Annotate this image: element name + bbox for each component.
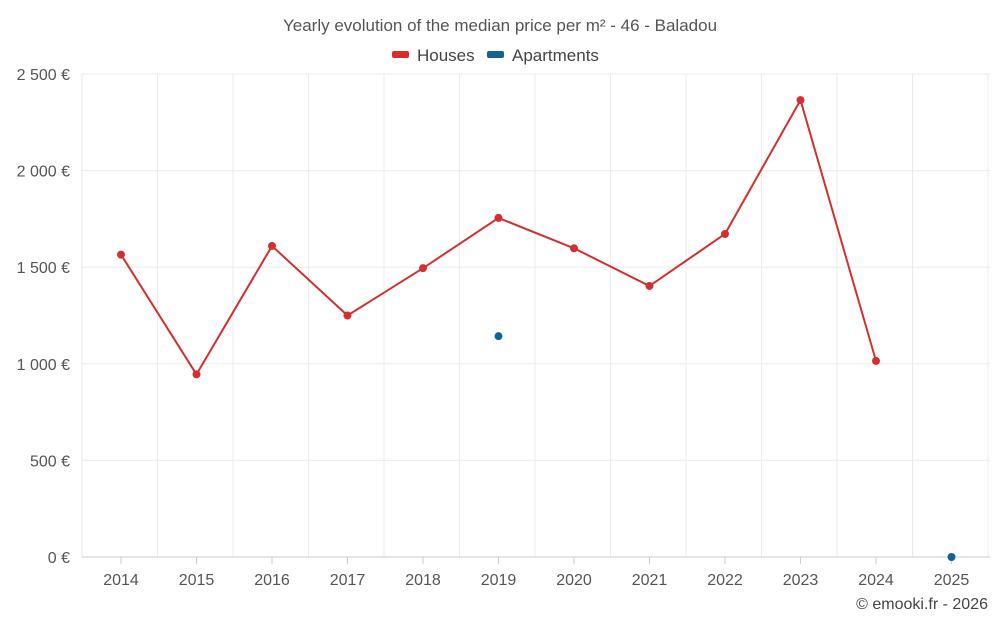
houses-point <box>645 281 654 290</box>
x-tick-label: 2025 <box>934 572 970 589</box>
series-group <box>117 96 956 561</box>
legend-label-houses: Houses <box>417 46 475 65</box>
x-tick-label: 2016 <box>254 572 290 589</box>
x-tick-label: 2014 <box>103 572 139 589</box>
chart-title: Yearly evolution of the median price per… <box>283 16 717 35</box>
x-tick-label: 2020 <box>556 572 592 589</box>
houses-point <box>872 356 880 365</box>
x-tick-label: 2015 <box>179 572 215 589</box>
houses-point <box>192 370 201 379</box>
x-tick-label: 2018 <box>405 572 441 589</box>
houses-point <box>494 213 503 222</box>
legend-swatch-houses <box>392 51 409 58</box>
houses-point <box>117 250 125 259</box>
y-tick-label: 500 € <box>30 453 70 470</box>
y-tick-label: 2 000 € <box>17 164 70 181</box>
credit-text: © emooki.fr - 2026 <box>856 596 988 613</box>
grid <box>81 73 990 557</box>
houses-point <box>721 229 729 238</box>
x-tick-label: 2023 <box>783 572 819 589</box>
houses-point <box>268 241 276 250</box>
x-tick-label: 2021 <box>632 572 668 589</box>
x-tick-label: 2022 <box>707 572 743 589</box>
houses-point <box>570 244 578 253</box>
houses-point <box>796 96 805 105</box>
apartments-point <box>494 332 503 341</box>
houses-point <box>343 311 352 320</box>
y-tick-label: 1 500 € <box>17 260 70 277</box>
legend: Houses Apartments <box>392 46 599 65</box>
x-tick-label: 2017 <box>330 572 366 589</box>
y-tick-label: 1 000 € <box>17 357 70 374</box>
houses-point <box>419 264 427 273</box>
y-tick-label: 2 500 € <box>17 67 70 84</box>
apartments-point <box>947 553 956 561</box>
y-tick-label: 0 € <box>48 550 70 567</box>
x-axis: 2014 2015 2016 2017 2018 2019 2020 2021 2022 2023… <box>82 556 990 589</box>
y-axis: 0 € 500 € 1 000 € 1 500 € 2 000 € 2 500 € <box>17 67 70 567</box>
legend-swatch-apartments <box>487 51 504 58</box>
x-tick-label: 2019 <box>481 572 517 589</box>
x-tick-label: 2024 <box>858 572 894 589</box>
legend-label-apartments: Apartments <box>512 46 599 65</box>
